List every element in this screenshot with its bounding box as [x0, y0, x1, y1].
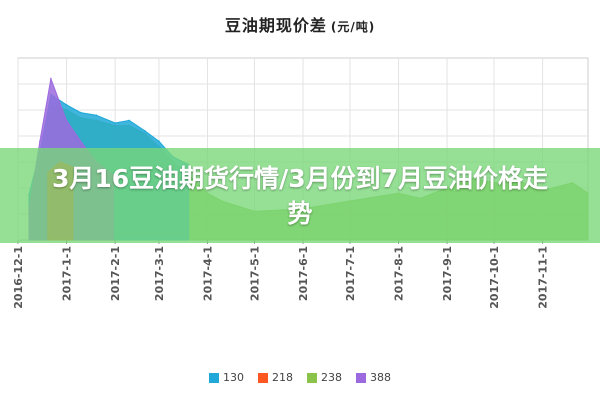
legend-label: 130	[223, 371, 244, 384]
chart-legend: 130 218 238 388	[0, 371, 600, 384]
chart-title-text: 豆油期现价差	[224, 16, 327, 35]
legend-label: 238	[321, 371, 342, 384]
x-tick-label: 2017-2-1	[109, 246, 122, 301]
x-tick-label: 2017-8-1	[393, 246, 406, 301]
legend-item-130: 130	[209, 371, 244, 384]
legend-swatch	[307, 372, 317, 383]
data-point-388	[39, 140, 41, 142]
data-point-130	[95, 114, 98, 116]
headline-banner: 3月16豆油期货行情/3月份到7月豆油价格走势	[0, 148, 600, 243]
data-point-130	[158, 140, 160, 142]
data-point-388	[50, 78, 52, 80]
legend-item-238: 238	[307, 371, 342, 384]
x-tick-label: 2017-11-1	[537, 246, 550, 309]
headline-text: 3月16豆油期货行情/3月份到7月豆油价格走势	[51, 163, 549, 228]
chart-title-unit: (元/吨)	[330, 20, 376, 34]
x-tick-label: 2017-9-1	[441, 246, 454, 301]
x-tick-label: 2017-5-1	[248, 246, 261, 301]
legend-swatch	[258, 372, 268, 383]
x-tick-label: 2017-4-1	[201, 246, 214, 301]
data-point-130	[128, 119, 130, 122]
x-tick-label: 2017-10-1	[488, 246, 501, 309]
x-tick-label: 2017-6-1	[297, 246, 310, 301]
legend-swatch	[356, 372, 366, 383]
data-point-388	[65, 119, 68, 122]
data-point-130	[144, 130, 146, 132]
legend-label: 388	[370, 371, 391, 384]
x-tick-label: 2017-1-1	[61, 246, 74, 301]
x-tick-label: 2017-3-1	[153, 246, 166, 301]
legend-label: 218	[272, 371, 293, 384]
legend-swatch	[209, 372, 219, 383]
data-point-388	[79, 140, 82, 142]
legend-item-388: 388	[356, 371, 391, 384]
chart-title: 豆油期现价差 (元/吨)	[0, 12, 600, 36]
x-tick-label: 2016-12-1	[12, 246, 25, 309]
x-tick-label: 2017-7-1	[344, 246, 357, 301]
data-point-130	[79, 111, 82, 114]
legend-item-218: 218	[258, 371, 293, 384]
data-point-130	[65, 104, 68, 106]
data-point-130	[114, 122, 116, 124]
